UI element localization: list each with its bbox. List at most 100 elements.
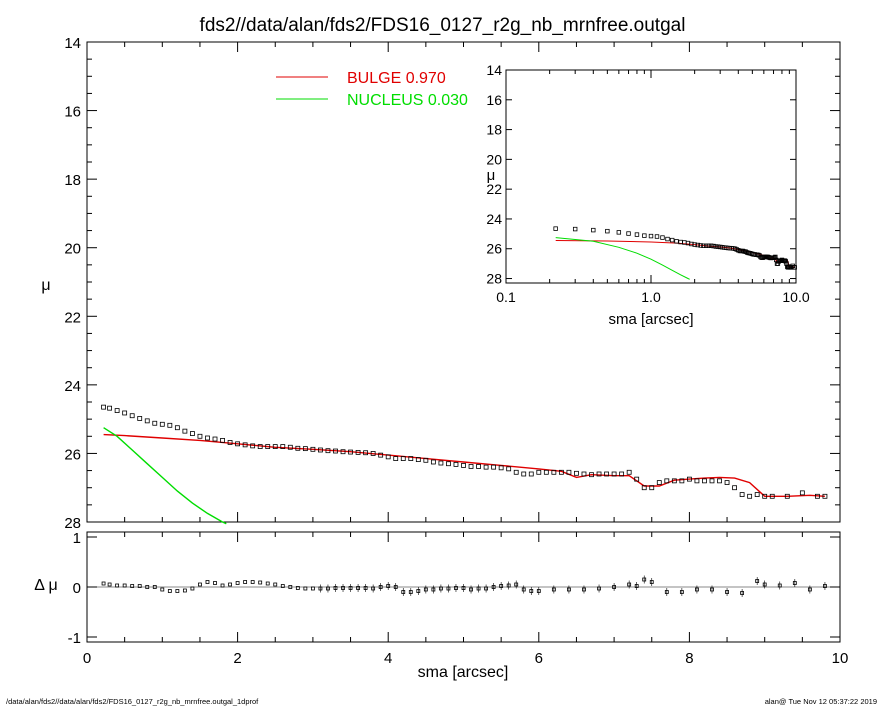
inset-data-point: [626, 231, 631, 236]
data-point: [589, 472, 594, 478]
data-point: [182, 428, 188, 434]
inset-data-point: [642, 233, 647, 238]
residual-point: [250, 580, 255, 584]
x-tick-label: 1.0: [641, 289, 661, 305]
residual-point: [303, 586, 308, 591]
y-tick-label: 20: [64, 241, 81, 258]
data-point: [483, 464, 489, 470]
data-point: [265, 444, 271, 449]
inset-data-point: [605, 228, 610, 234]
inset-data-point: [792, 265, 797, 270]
inset-x-axis-label: sma [arcsec]: [608, 311, 693, 328]
inset-data-point: [665, 236, 670, 242]
data-point: [220, 437, 225, 443]
inset-data-point: [713, 244, 719, 249]
data-point: [408, 456, 414, 461]
data-point: [144, 418, 150, 424]
data-point: [634, 476, 640, 482]
data-point: [333, 448, 338, 454]
bulge-curve: [103, 433, 825, 497]
data-point: [235, 441, 241, 447]
data-point: [732, 485, 737, 491]
legend-label-nucleus: NUCLEUS 0.030: [347, 92, 468, 109]
residual-point: [273, 582, 278, 587]
data-point: [318, 447, 323, 453]
data-point: [280, 444, 286, 449]
data-point: [453, 461, 459, 467]
residual-point: [310, 586, 315, 591]
x-tick-label: 10: [832, 650, 849, 667]
data-point: [769, 493, 775, 499]
inset-data-point: [692, 242, 697, 247]
y-tick-label: 18: [64, 172, 81, 189]
data-point: [430, 459, 436, 465]
inset-data-point: [708, 243, 714, 248]
main-panel: 14 16 18 20 22 24 26 28 μ BULGE 0.970 NUCLEUS 0.03…: [41, 35, 841, 532]
data-point: [815, 493, 820, 499]
data-point: [355, 449, 361, 455]
residual-point: [145, 585, 150, 589]
data-point: [566, 469, 572, 475]
data-point: [747, 493, 753, 499]
data-point: [325, 448, 331, 454]
data-point: [528, 471, 534, 477]
data-point: [468, 464, 474, 469]
data-point: [558, 469, 564, 475]
data-point: [604, 471, 609, 477]
y-tick-label: 18: [486, 122, 502, 138]
residual-point: [213, 581, 217, 585]
residual-point: [122, 583, 127, 588]
footer-timestamp: alan@ Tue Nov 12 05:37:22 2019: [764, 697, 877, 706]
y-tick-label: 28: [486, 271, 502, 287]
residual-point: [190, 586, 195, 591]
data-point: [310, 446, 316, 452]
data-point: [287, 444, 293, 450]
data-point: [679, 478, 685, 484]
data-point: [724, 480, 730, 485]
residual-point: [235, 581, 240, 585]
data-point: [536, 469, 542, 475]
data-point: [596, 471, 602, 477]
data-point: [476, 464, 481, 469]
data-point: [174, 425, 180, 431]
data-point: [400, 456, 406, 461]
residual-point: [167, 589, 172, 593]
y-tick-label: 20: [486, 151, 502, 167]
data-point: [671, 478, 677, 484]
inset-data-point: [698, 243, 703, 248]
data-point: [205, 435, 210, 441]
inset-data-point: [695, 242, 700, 248]
data-point: [370, 451, 376, 456]
data-point: [272, 444, 278, 449]
data-point: [190, 431, 195, 436]
data-point: [302, 446, 308, 452]
y-tick-label: 24: [64, 378, 81, 395]
residual-point: [152, 585, 157, 589]
residual-point: [258, 580, 263, 585]
y-tick-label: 0: [73, 580, 81, 597]
data-point: [626, 469, 632, 475]
inset-data-point: [773, 254, 778, 260]
data-point: [641, 485, 647, 491]
data-point: [167, 422, 173, 428]
data-point: [543, 469, 549, 475]
data-point: [754, 492, 760, 497]
data-point: [799, 490, 805, 496]
x-tick-label: 6: [535, 650, 543, 667]
inset-data-point: [674, 239, 679, 244]
data-point: [212, 436, 218, 442]
x-tick-label: 0: [83, 650, 91, 667]
data-point: [137, 416, 143, 421]
inset-panel: 14 16 18 20 22 24 26 28 0.1 1.0 10.0 sma [arcsec] μ: [486, 62, 809, 328]
data-point: [762, 493, 768, 499]
data-point: [687, 476, 692, 482]
residual-point: [130, 584, 135, 588]
data-point: [114, 408, 120, 413]
inset-nucleus-curve: [555, 237, 690, 280]
y-tick-label: 28: [64, 515, 81, 532]
data-point: [385, 454, 391, 460]
data-point: [611, 471, 617, 477]
data-point: [423, 457, 429, 463]
plot-title: fds2//data/alan/fds2/FDS16_0127_r2g_nb_m…: [199, 15, 686, 36]
data-point: [446, 461, 451, 467]
